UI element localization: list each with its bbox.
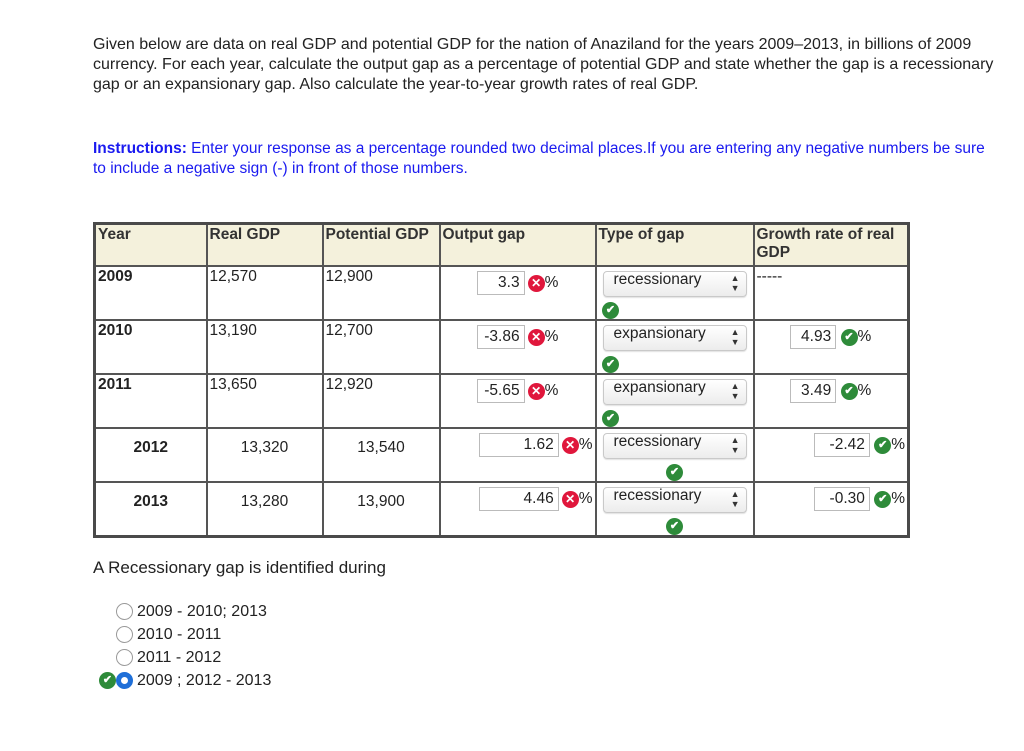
gap-type-select[interactable]: expansionary ▲ ▼ xyxy=(602,379,747,405)
percent-sign: % xyxy=(891,436,905,453)
year-cell: 2013 xyxy=(133,493,168,510)
gap-type-select[interactable]: recessionary ▲ ▼ xyxy=(602,433,747,459)
header-output-gap: Output gap xyxy=(438,222,597,267)
header-type-of-gap: Type of gap xyxy=(594,222,755,267)
correct-check-icon: ✔ xyxy=(602,302,619,319)
potential-gdp-cell: 12,920 xyxy=(325,376,373,393)
table-row: 2012 13,320 13,540 1.62 ✕% recessionary ▲ ▼… xyxy=(93,427,910,483)
mc-option[interactable]: ✔ 2009 ; 2012 - 2013 xyxy=(99,669,271,692)
updown-arrows-icon: ▲ ▼ xyxy=(730,381,740,401)
updown-arrows-icon: ▲ ▼ xyxy=(730,273,740,293)
gap-type-value: recessionary xyxy=(613,487,702,504)
mc-question: A Recessionary gap is identified during xyxy=(93,558,386,577)
mc-options: 2009 - 2010; 2013 2010 - 2011 2011 - 201… xyxy=(99,600,271,692)
potential-gdp-cell: 13,540 xyxy=(357,439,405,456)
percent-sign: % xyxy=(544,382,559,399)
percent-sign: % xyxy=(857,328,872,345)
mc-option-label: 2011 - 2012 xyxy=(137,649,222,666)
output-gap-input[interactable]: 3.3 xyxy=(476,271,525,295)
gap-type-value: expansionary xyxy=(613,325,706,342)
potential-gdp-cell: 12,900 xyxy=(325,268,373,285)
correct-check-icon: ✔ xyxy=(666,518,683,535)
header-potential-gdp: Potential GDP xyxy=(321,222,441,267)
wrong-x-icon: ✕ xyxy=(561,490,579,508)
radio-button-selected[interactable] xyxy=(116,672,133,689)
percent-sign: % xyxy=(544,274,559,291)
real-gdp-cell: 12,570 xyxy=(209,268,257,285)
updown-arrows-icon: ▲ ▼ xyxy=(730,489,740,509)
output-gap-input[interactable]: -5.65 xyxy=(476,379,525,403)
mc-option[interactable]: 2011 - 2012 xyxy=(99,646,271,669)
mc-option-label: 2009 - 2010; 2013 xyxy=(137,603,267,620)
year-cell: 2012 xyxy=(133,439,168,456)
correct-check-icon: ✔ xyxy=(602,410,619,427)
correct-check-icon: ✔ xyxy=(840,382,858,400)
year-cell: 2010 xyxy=(98,322,133,339)
gap-type-value: recessionary xyxy=(613,433,702,450)
header-year: Year xyxy=(93,222,208,267)
percent-sign: % xyxy=(578,490,593,507)
growth-rate-input[interactable]: 3.49 xyxy=(790,379,837,403)
instructions-label: Instructions: xyxy=(93,140,187,157)
potential-gdp-cell: 12,700 xyxy=(325,322,373,339)
percent-sign: % xyxy=(578,436,593,453)
growth-rate-cell: ----- xyxy=(756,268,783,285)
percent-sign: % xyxy=(857,382,872,399)
table-row: 2010 13,190 12,700 -3.86 ✕% expansionary ▲… xyxy=(93,319,910,375)
header-growth-rate: Growth rate of real GDP xyxy=(752,222,910,267)
percent-sign: % xyxy=(891,490,905,507)
mc-option-label: 2010 - 2011 xyxy=(137,626,222,643)
updown-arrows-icon: ▲ ▼ xyxy=(730,435,740,455)
table-row: 2011 13,650 12,920 -5.65 ✕% expansionary ▲… xyxy=(93,373,910,429)
output-gap-input[interactable]: 1.62 xyxy=(478,433,559,457)
potential-gdp-cell: 13,900 xyxy=(357,493,405,510)
wrong-x-icon: ✕ xyxy=(527,382,545,400)
real-gdp-cell: 13,320 xyxy=(240,439,289,456)
growth-rate-input[interactable]: -2.42 xyxy=(813,433,870,457)
correct-check-icon: ✔ xyxy=(602,356,619,373)
instructions: Instructions: Enter your response as a p… xyxy=(93,139,993,179)
correct-check-icon: ✔ xyxy=(874,436,892,454)
table-row: 2013 13,280 13,900 4.46 ✕% recessionary ▲ ▼… xyxy=(93,481,910,538)
mc-option[interactable]: 2009 - 2010; 2013 xyxy=(99,600,271,623)
gap-type-value: recessionary xyxy=(613,271,702,288)
gdp-table: Year Real GDP Potential GDP Output gap T… xyxy=(93,222,910,538)
percent-sign: % xyxy=(544,328,559,345)
wrong-x-icon: ✕ xyxy=(561,436,579,454)
gap-type-value: expansionary xyxy=(613,379,706,396)
mc-option[interactable]: 2010 - 2011 xyxy=(99,623,271,646)
table-header-row: Year Real GDP Potential GDP Output gap T… xyxy=(93,222,910,267)
real-gdp-cell: 13,650 xyxy=(209,376,257,393)
radio-button[interactable] xyxy=(116,626,133,643)
correct-check-icon: ✔ xyxy=(99,672,116,689)
updown-arrows-icon: ▲ ▼ xyxy=(730,327,740,347)
real-gdp-cell: 13,190 xyxy=(209,322,257,339)
radio-button[interactable] xyxy=(116,603,133,620)
correct-check-icon: ✔ xyxy=(666,464,683,481)
correct-check-icon: ✔ xyxy=(874,490,892,508)
header-real-gdp: Real GDP xyxy=(205,222,324,267)
year-cell: 2009 xyxy=(98,268,133,285)
gap-type-select[interactable]: expansionary ▲ ▼ xyxy=(602,325,747,351)
gap-type-select[interactable]: recessionary ▲ ▼ xyxy=(602,487,747,513)
question-text: Given below are data on real GDP and pot… xyxy=(93,36,994,93)
wrong-x-icon: ✕ xyxy=(527,274,545,292)
growth-rate-input[interactable]: 4.93 xyxy=(790,325,837,349)
real-gdp-cell: 13,280 xyxy=(240,493,289,510)
gap-type-select[interactable]: recessionary ▲ ▼ xyxy=(602,271,747,297)
mc-option-label: 2009 ; 2012 - 2013 xyxy=(137,672,272,689)
correct-check-icon: ✔ xyxy=(840,328,858,346)
instructions-text: Enter your response as a percentage roun… xyxy=(93,140,985,177)
growth-rate-input[interactable]: -0.30 xyxy=(813,487,870,511)
year-cell: 2011 xyxy=(98,376,132,393)
radio-button[interactable] xyxy=(116,649,133,666)
wrong-x-icon: ✕ xyxy=(527,328,545,346)
output-gap-input[interactable]: -3.86 xyxy=(476,325,525,349)
output-gap-input[interactable]: 4.46 xyxy=(478,487,559,511)
table-row: 2009 12,570 12,900 3.3 ✕% recessionary ▲ ▼ … xyxy=(93,265,910,321)
